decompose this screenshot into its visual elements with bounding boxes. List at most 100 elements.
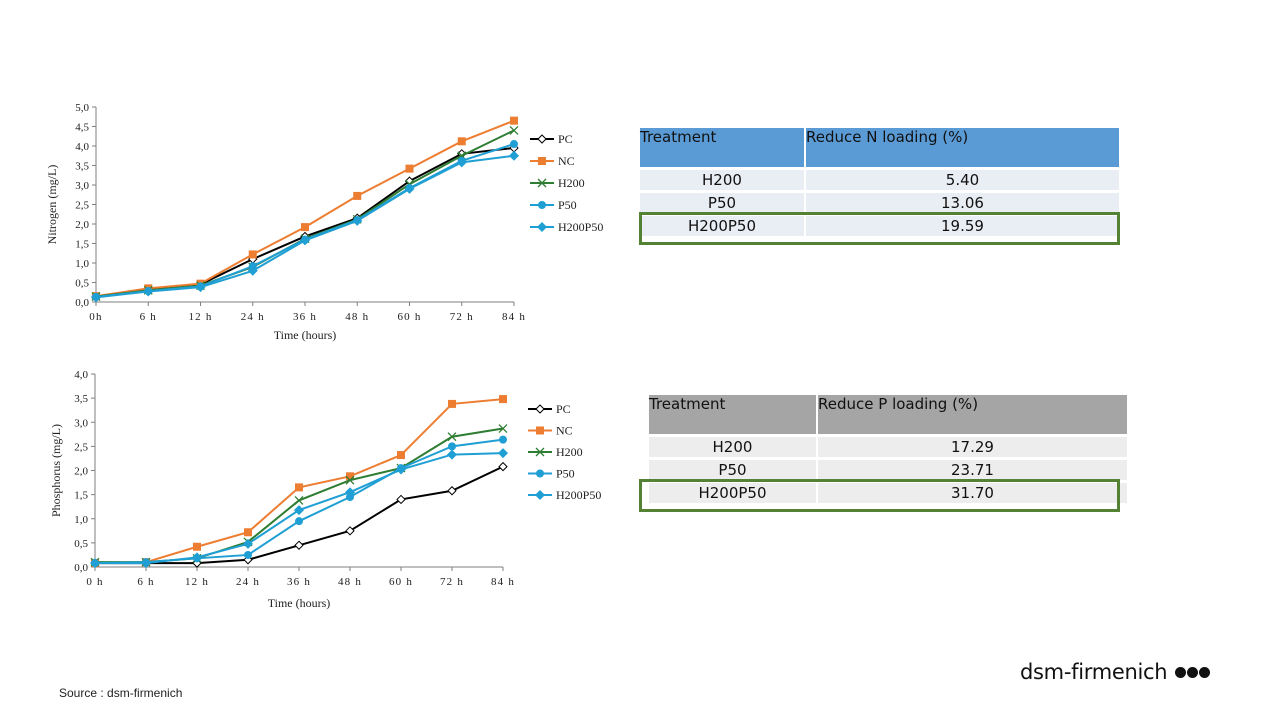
treatment-cell: P50 <box>640 193 806 213</box>
treatment-cell: H200P50 <box>640 216 806 236</box>
value-cell: 17.29 <box>818 437 1127 457</box>
data-point <box>244 528 252 537</box>
x-tick-label: 48 h <box>338 576 362 588</box>
treatment-cell: H200P50 <box>649 483 818 503</box>
x-tick-label: 12 h <box>188 311 212 323</box>
y-tick-label: 2,5 <box>75 200 89 212</box>
legend-label: H200 <box>558 176 585 190</box>
legend-marker <box>535 404 545 414</box>
value-cell: 13.06 <box>806 193 1119 213</box>
legend-marker <box>536 469 544 478</box>
y-tick-label: 3,0 <box>75 180 89 192</box>
x-tick-label: 24 h <box>236 576 260 588</box>
treatment-cell: H200 <box>649 437 818 457</box>
data-point <box>457 137 466 146</box>
legend-label: H200P50 <box>556 488 601 502</box>
data-point <box>300 235 310 246</box>
logo-dots-icon <box>1175 666 1211 678</box>
legend-label: H200P50 <box>558 220 603 234</box>
table-row: P50 13.06 <box>640 193 1119 213</box>
data-point <box>346 472 354 481</box>
y-tick-label: 3,5 <box>75 161 89 173</box>
data-point <box>295 483 303 492</box>
logo-text: dsm-firmenich <box>1020 660 1168 684</box>
data-point <box>447 486 457 496</box>
legend-marker <box>538 201 546 209</box>
table-row: H200 5.40 <box>640 170 1119 190</box>
data-point <box>509 150 519 161</box>
data-point <box>244 550 252 559</box>
series-h200p50 <box>91 150 519 303</box>
data-point <box>193 542 201 551</box>
data-point <box>397 451 405 460</box>
treatment-cell: H200 <box>640 170 806 190</box>
value-cell: 5.40 <box>806 170 1119 190</box>
table-row: P50 23.71 <box>649 460 1127 480</box>
y-tick-label: 1,5 <box>74 490 88 502</box>
nitrogen-reduction-table: Treatment Reduce N loading (%) H200 5.40… <box>640 128 1119 236</box>
data-point <box>294 505 304 516</box>
nitrogen-chart: 0,0 0,5 1,0 1,5 2,0 2,5 3,0 3,5 4,0 4,5 5,0 0h 6 h 12… <box>45 102 603 342</box>
source-note: Source : dsm-firmenich <box>59 686 183 700</box>
phosphorus-chart: 0,0 0,5 1,0 1,5 2,0 2,5 3,0 3,5 4,0 0 h 6 h 12 h 24 … <box>49 369 601 610</box>
legend-item: P50 <box>528 467 575 481</box>
x-tick-label: 48 h <box>345 311 369 323</box>
y-tick-label: 1,5 <box>75 239 89 251</box>
data-point <box>195 282 206 293</box>
x-tick-label: 36 h <box>293 311 317 323</box>
y-axis-label: Nitrogen (mg/L) <box>45 165 59 245</box>
y-axis-label: Phosphorus (mg/L) <box>49 424 63 517</box>
y-tick-label: 1,0 <box>75 258 89 270</box>
value-cell: 31.70 <box>818 483 1127 503</box>
y-tick-label: 3,5 <box>74 393 88 405</box>
x-tick-label: 84 h <box>491 576 515 588</box>
legend-label: P50 <box>556 467 575 481</box>
legend-label: H200 <box>556 445 583 459</box>
data-point <box>143 286 154 297</box>
x-tick-label: 6 h <box>140 311 157 323</box>
data-point <box>295 517 303 526</box>
data-point <box>447 449 457 460</box>
table-row: H200P50 19.59 <box>640 216 1119 236</box>
data-point <box>90 558 100 569</box>
data-point <box>499 435 507 444</box>
legend-marker <box>538 157 546 165</box>
legend-label: PC <box>558 132 573 146</box>
y-tick-label: 2,0 <box>74 466 88 478</box>
treatment-cell: P50 <box>649 460 818 480</box>
data-point <box>352 215 363 226</box>
legend-label: NC <box>556 424 573 438</box>
data-point <box>448 442 456 451</box>
y-tick-label: 1,0 <box>74 514 88 526</box>
legend-item: NC <box>528 424 573 438</box>
highlight-box-n <box>639 212 1120 245</box>
data-point <box>345 475 355 485</box>
data-point <box>498 448 508 459</box>
y-tick-label: 2,5 <box>74 441 88 453</box>
data-point <box>404 183 415 194</box>
data-point <box>301 223 309 232</box>
legend-marker <box>537 222 547 232</box>
x-tick-label: 72 h <box>440 576 464 588</box>
data-point <box>243 538 253 549</box>
data-point <box>498 424 508 433</box>
data-point <box>499 395 507 404</box>
phosphorus-reduction-table: Treatment Reduce P loading (%) H200 17.2… <box>649 395 1127 503</box>
legend-item: PC <box>528 402 571 416</box>
y-tick-label: 5,0 <box>75 102 89 114</box>
x-tick-label: 72 h <box>450 311 474 323</box>
x-tick-label: 24 h <box>241 311 265 323</box>
data-point <box>192 552 202 563</box>
data-point <box>448 399 456 408</box>
legend-item: H200P50 <box>528 488 601 502</box>
series-h200p50 <box>90 448 508 569</box>
legend-marker <box>537 134 547 144</box>
y-tick-label: 0,0 <box>74 562 88 574</box>
legend-marker <box>535 447 545 457</box>
data-point <box>396 464 406 475</box>
legend-item: H200P50 <box>530 220 603 234</box>
data-point <box>405 164 414 173</box>
legend-label: P50 <box>558 198 577 212</box>
x-tick-label: 60 h <box>389 576 413 588</box>
value-cell: 23.71 <box>818 460 1127 480</box>
